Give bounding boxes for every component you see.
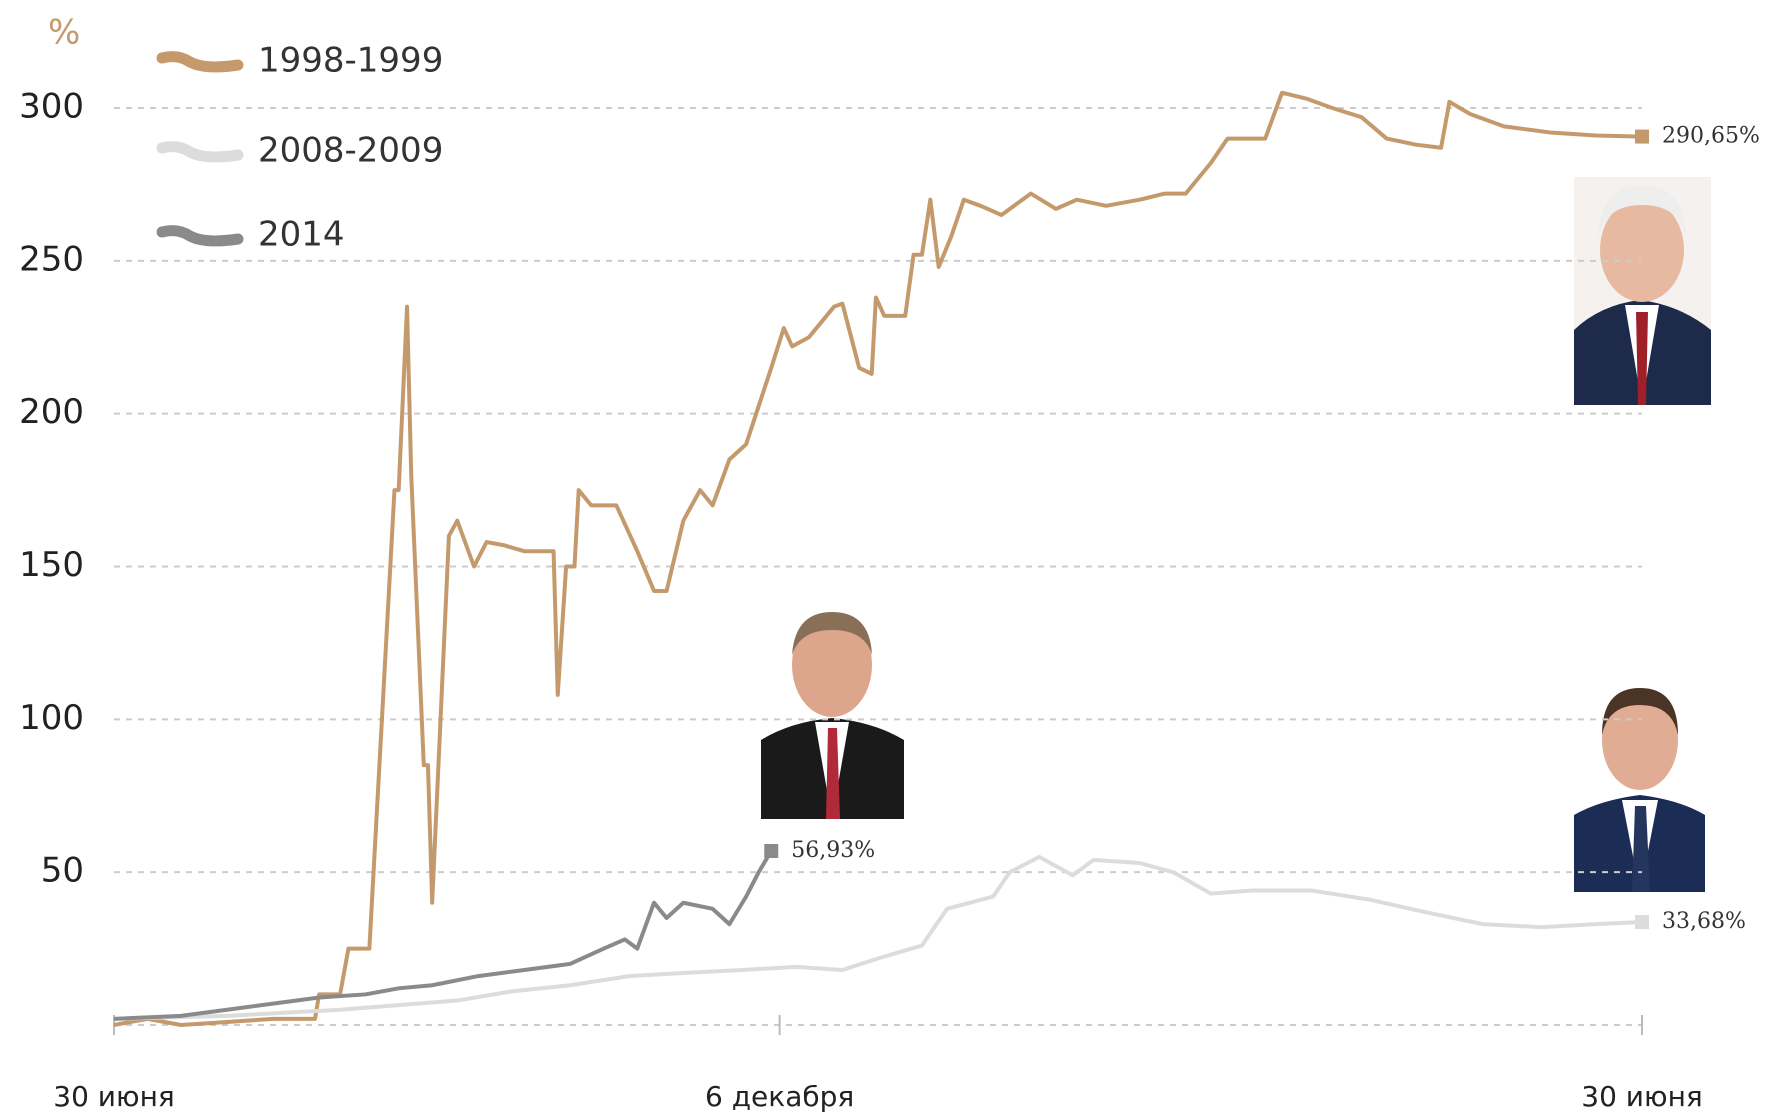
legend-swatch [156, 141, 244, 163]
y-tick-label: 50 [41, 851, 84, 891]
end-label: 290,65% [1662, 124, 1760, 149]
y-tick-label: 300 [19, 87, 84, 127]
legend-swatch [156, 51, 244, 73]
y-axis-label: % [48, 13, 80, 53]
series-line [113, 90, 1643, 1027]
y-tick-label: 250 [19, 239, 84, 279]
end-label: 56,93% [791, 838, 875, 863]
legend-label: 1998-1999 [258, 41, 443, 81]
x-tick-label: 30 июня [1581, 1080, 1702, 1113]
x-tick-label: 30 июня [53, 1080, 174, 1113]
portrait-medvedev [1574, 670, 1705, 892]
series-line [113, 854, 1643, 1021]
legend-swatch [156, 225, 244, 247]
legend-label: 2014 [258, 215, 345, 255]
portrait-putin [761, 604, 904, 819]
y-tick-label: 200 [19, 392, 84, 432]
x-tick-label: 6 декабря [705, 1080, 854, 1113]
end-label: 33,68% [1662, 909, 1746, 934]
end-marker [764, 843, 779, 858]
end-marker [1635, 915, 1649, 930]
portrait-yeltsin [1574, 177, 1711, 405]
y-tick-label: 100 [19, 698, 84, 738]
end-marker [1635, 129, 1649, 144]
legend-label: 2008-2009 [258, 131, 443, 171]
y-tick-label: 150 [19, 545, 84, 585]
series-line [113, 849, 773, 1021]
